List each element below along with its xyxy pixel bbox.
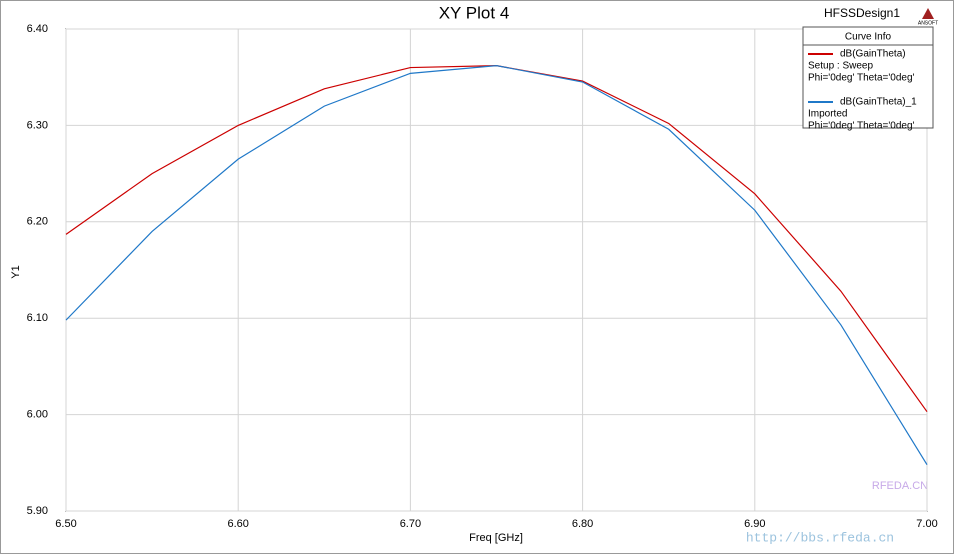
design-name: HFSSDesign1 <box>824 6 900 20</box>
legend-detail: Phi='0deg' Theta='0deg' <box>808 121 915 132</box>
x-tick-label: 6.50 <box>55 518 76 530</box>
legend-label: dB(GainTheta) <box>840 49 906 60</box>
y-tick-label: 6.40 <box>27 23 48 35</box>
x-tick-label: 7.00 <box>916 518 937 530</box>
legend-detail: Setup : Sweep <box>808 61 873 72</box>
legend-detail: Imported <box>808 109 847 120</box>
y-axis-label: Y1 <box>10 265 22 278</box>
y-tick-label: 6.30 <box>27 119 48 131</box>
logo <box>922 8 934 19</box>
legend-label: dB(GainTheta)_1 <box>840 97 917 108</box>
series-line <box>65 65 928 466</box>
y-tick-label: 5.90 <box>27 505 48 517</box>
x-tick-label: 6.90 <box>744 518 765 530</box>
x-axis-label: Freq [GHz] <box>469 532 523 544</box>
y-tick-label: 6.00 <box>27 409 48 421</box>
watermark: http://bbs.rfeda.cn <box>746 530 894 545</box>
legend-detail: Phi='0deg' Theta='0deg' <box>808 73 915 84</box>
watermark: RFEDA.CN <box>872 480 928 492</box>
x-tick-label: 6.60 <box>227 518 248 530</box>
y-tick-label: 6.10 <box>27 312 48 324</box>
brand: ANSOFT <box>918 20 938 26</box>
chart-title: XY Plot 4 <box>439 3 510 22</box>
legend-box <box>802 26 934 129</box>
legend-title: Curve Info <box>845 32 892 43</box>
x-tick-label: 6.80 <box>572 518 593 530</box>
x-tick-label: 6.70 <box>400 518 421 530</box>
y-tick-label: 6.20 <box>27 216 48 228</box>
